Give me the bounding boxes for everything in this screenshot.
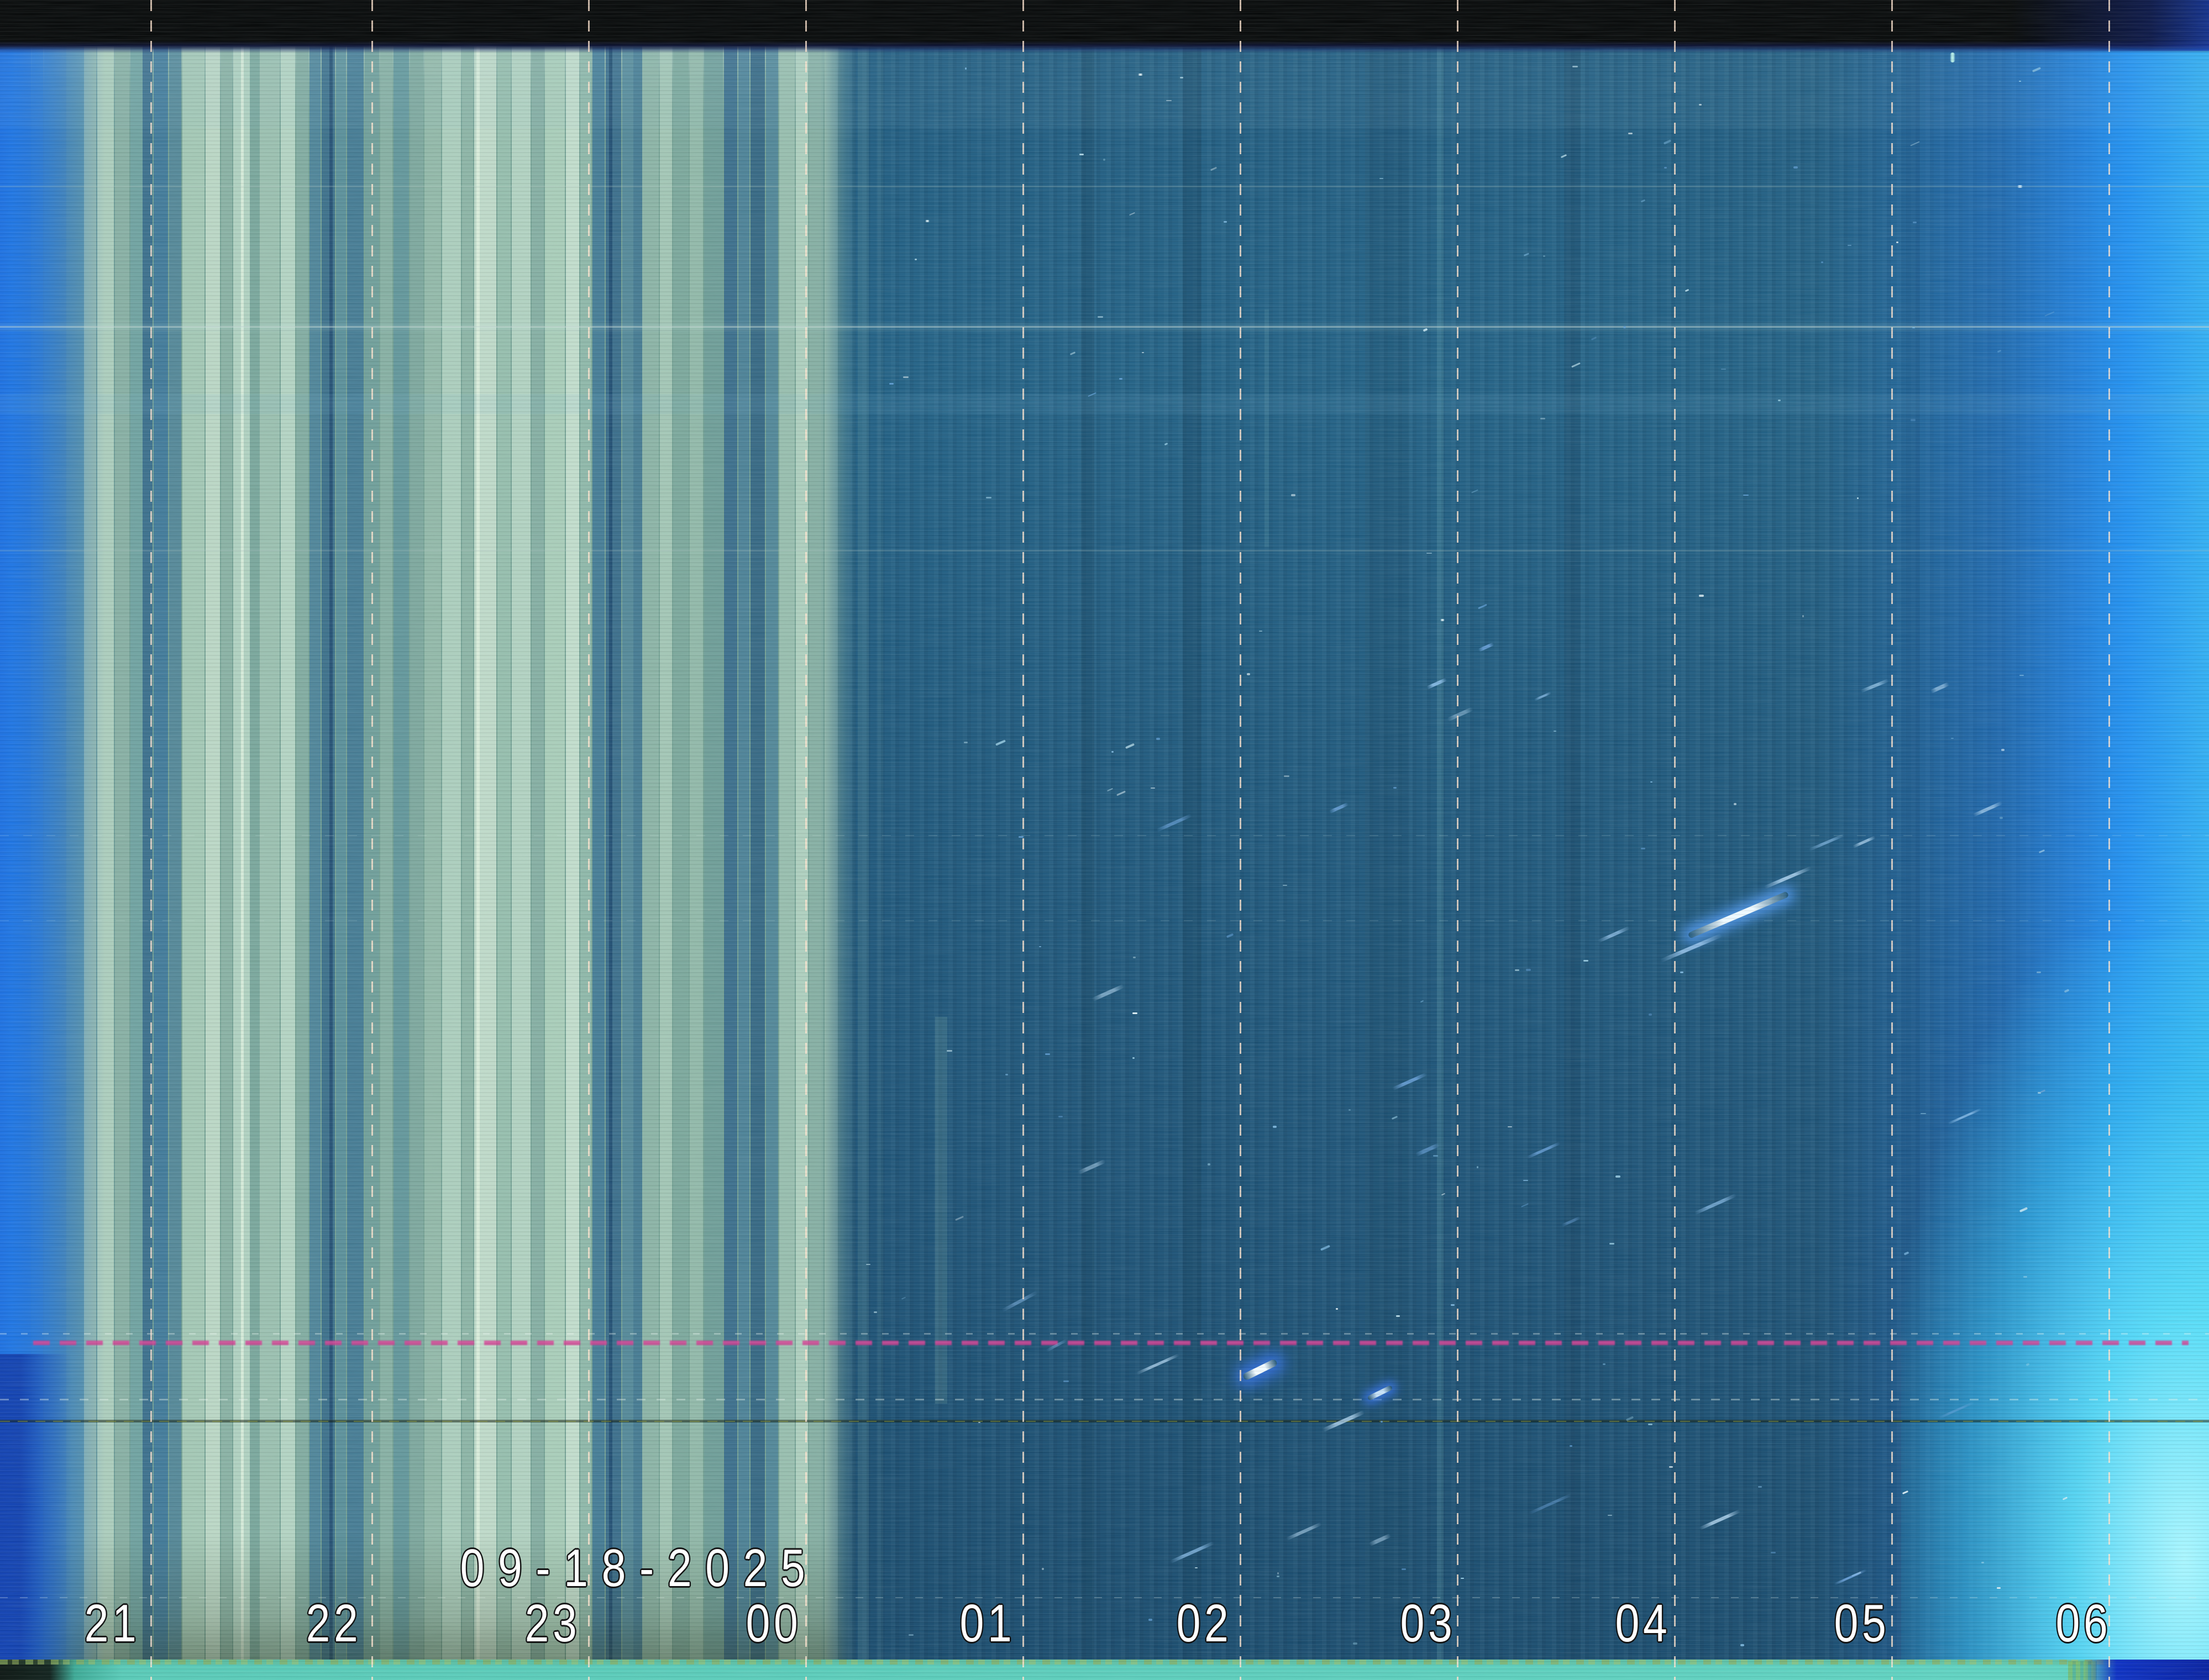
time-label: 04 <box>1615 1594 1671 1653</box>
time-label: 22 <box>306 1594 362 1653</box>
date-stamp: 09-18-2025 <box>460 1539 819 1598</box>
time-label: 01 <box>959 1594 1016 1653</box>
time-label: 21 <box>84 1594 140 1653</box>
time-label: 03 <box>1400 1594 1456 1653</box>
time-label: 23 <box>524 1594 581 1653</box>
time-label: 02 <box>1176 1594 1232 1653</box>
time-label: 05 <box>1834 1594 1890 1653</box>
time-label: 06 <box>2055 1594 2112 1653</box>
time-label: 00 <box>746 1594 802 1653</box>
